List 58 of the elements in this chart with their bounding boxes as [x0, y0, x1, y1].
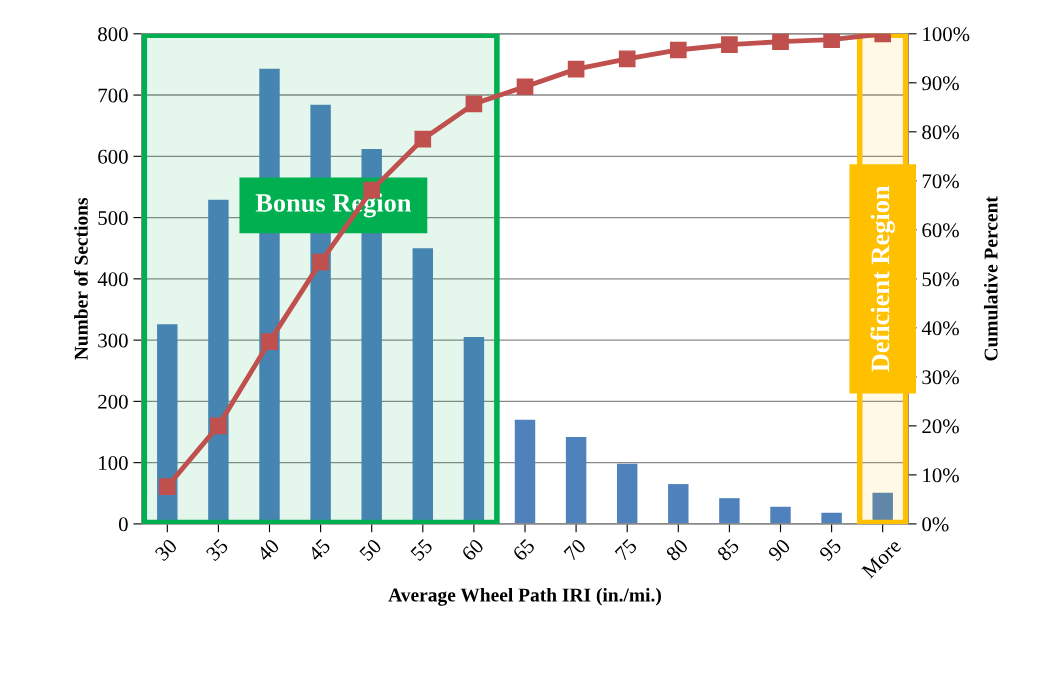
point — [158, 478, 176, 495]
x-tick-label: 90 — [767, 538, 791, 562]
point — [516, 78, 534, 96]
point — [312, 253, 329, 271]
x-tick-label: 80 — [665, 538, 689, 562]
x-tick-label: 75 — [614, 538, 638, 562]
y-tick-label: 700 — [98, 88, 128, 103]
point — [414, 130, 432, 148]
x-tick-label: 95 — [818, 538, 843, 562]
point — [261, 333, 278, 350]
point — [823, 33, 840, 49]
y2-tick-label: 80% — [922, 125, 959, 140]
y-tick-label: 200 — [98, 394, 128, 409]
y2-tick-label: 20% — [922, 419, 959, 434]
y-tick-label: 600 — [98, 149, 128, 164]
x-tick-label: 35 — [205, 538, 229, 562]
x-tick-label: 65 — [512, 538, 536, 562]
point — [669, 41, 687, 59]
y2-tick-label: 100% — [923, 27, 970, 42]
x-tick-label: 55 — [410, 538, 434, 562]
y-axis-title: Number of Sections — [73, 197, 88, 360]
bar — [668, 484, 689, 524]
x-tick-label: 40 — [256, 538, 280, 562]
y-tick-label: 100 — [99, 456, 128, 471]
point — [210, 417, 227, 435]
bar — [616, 463, 638, 524]
y2-tick-label: 60% — [922, 223, 959, 238]
bar — [565, 436, 587, 524]
y2-tick-label: 0% — [922, 517, 949, 532]
x-tick-label: 45 — [307, 538, 332, 562]
point — [567, 60, 585, 78]
y2-tick-label: 50% — [922, 272, 959, 287]
point — [618, 50, 636, 68]
x-tick-label: 50 — [358, 538, 383, 562]
y-tick-label: 800 — [98, 27, 128, 42]
x-axis-title: Average Wheel Path IRI (in./mi.) — [388, 587, 661, 606]
bar — [821, 512, 842, 524]
y2-axis-title: Cumulative Percent — [983, 196, 998, 361]
band-label: Deficient Region — [870, 185, 895, 372]
y-tick-label: 500 — [98, 210, 128, 226]
y2-tick-label: 70% — [922, 174, 959, 189]
x-tick-label: 60 — [460, 538, 485, 562]
y-tick-label: 400 — [97, 272, 128, 287]
bar — [514, 419, 536, 524]
point — [721, 36, 738, 53]
x-tick-label: 85 — [716, 538, 740, 562]
y2-tick-label: 90% — [922, 76, 959, 91]
x-tick-label: 70 — [563, 538, 587, 562]
y-tick-label: 300 — [98, 333, 128, 348]
point — [772, 33, 789, 50]
y2-tick-label: 40% — [921, 321, 959, 336]
x-tick-label: 30 — [154, 538, 178, 562]
bar — [770, 506, 791, 524]
y-tick-label: 0 — [118, 517, 128, 532]
y2-tick-label: 10% — [923, 468, 959, 483]
y2-tick-label: 30% — [922, 370, 959, 385]
point — [465, 95, 483, 113]
bar — [719, 498, 740, 524]
